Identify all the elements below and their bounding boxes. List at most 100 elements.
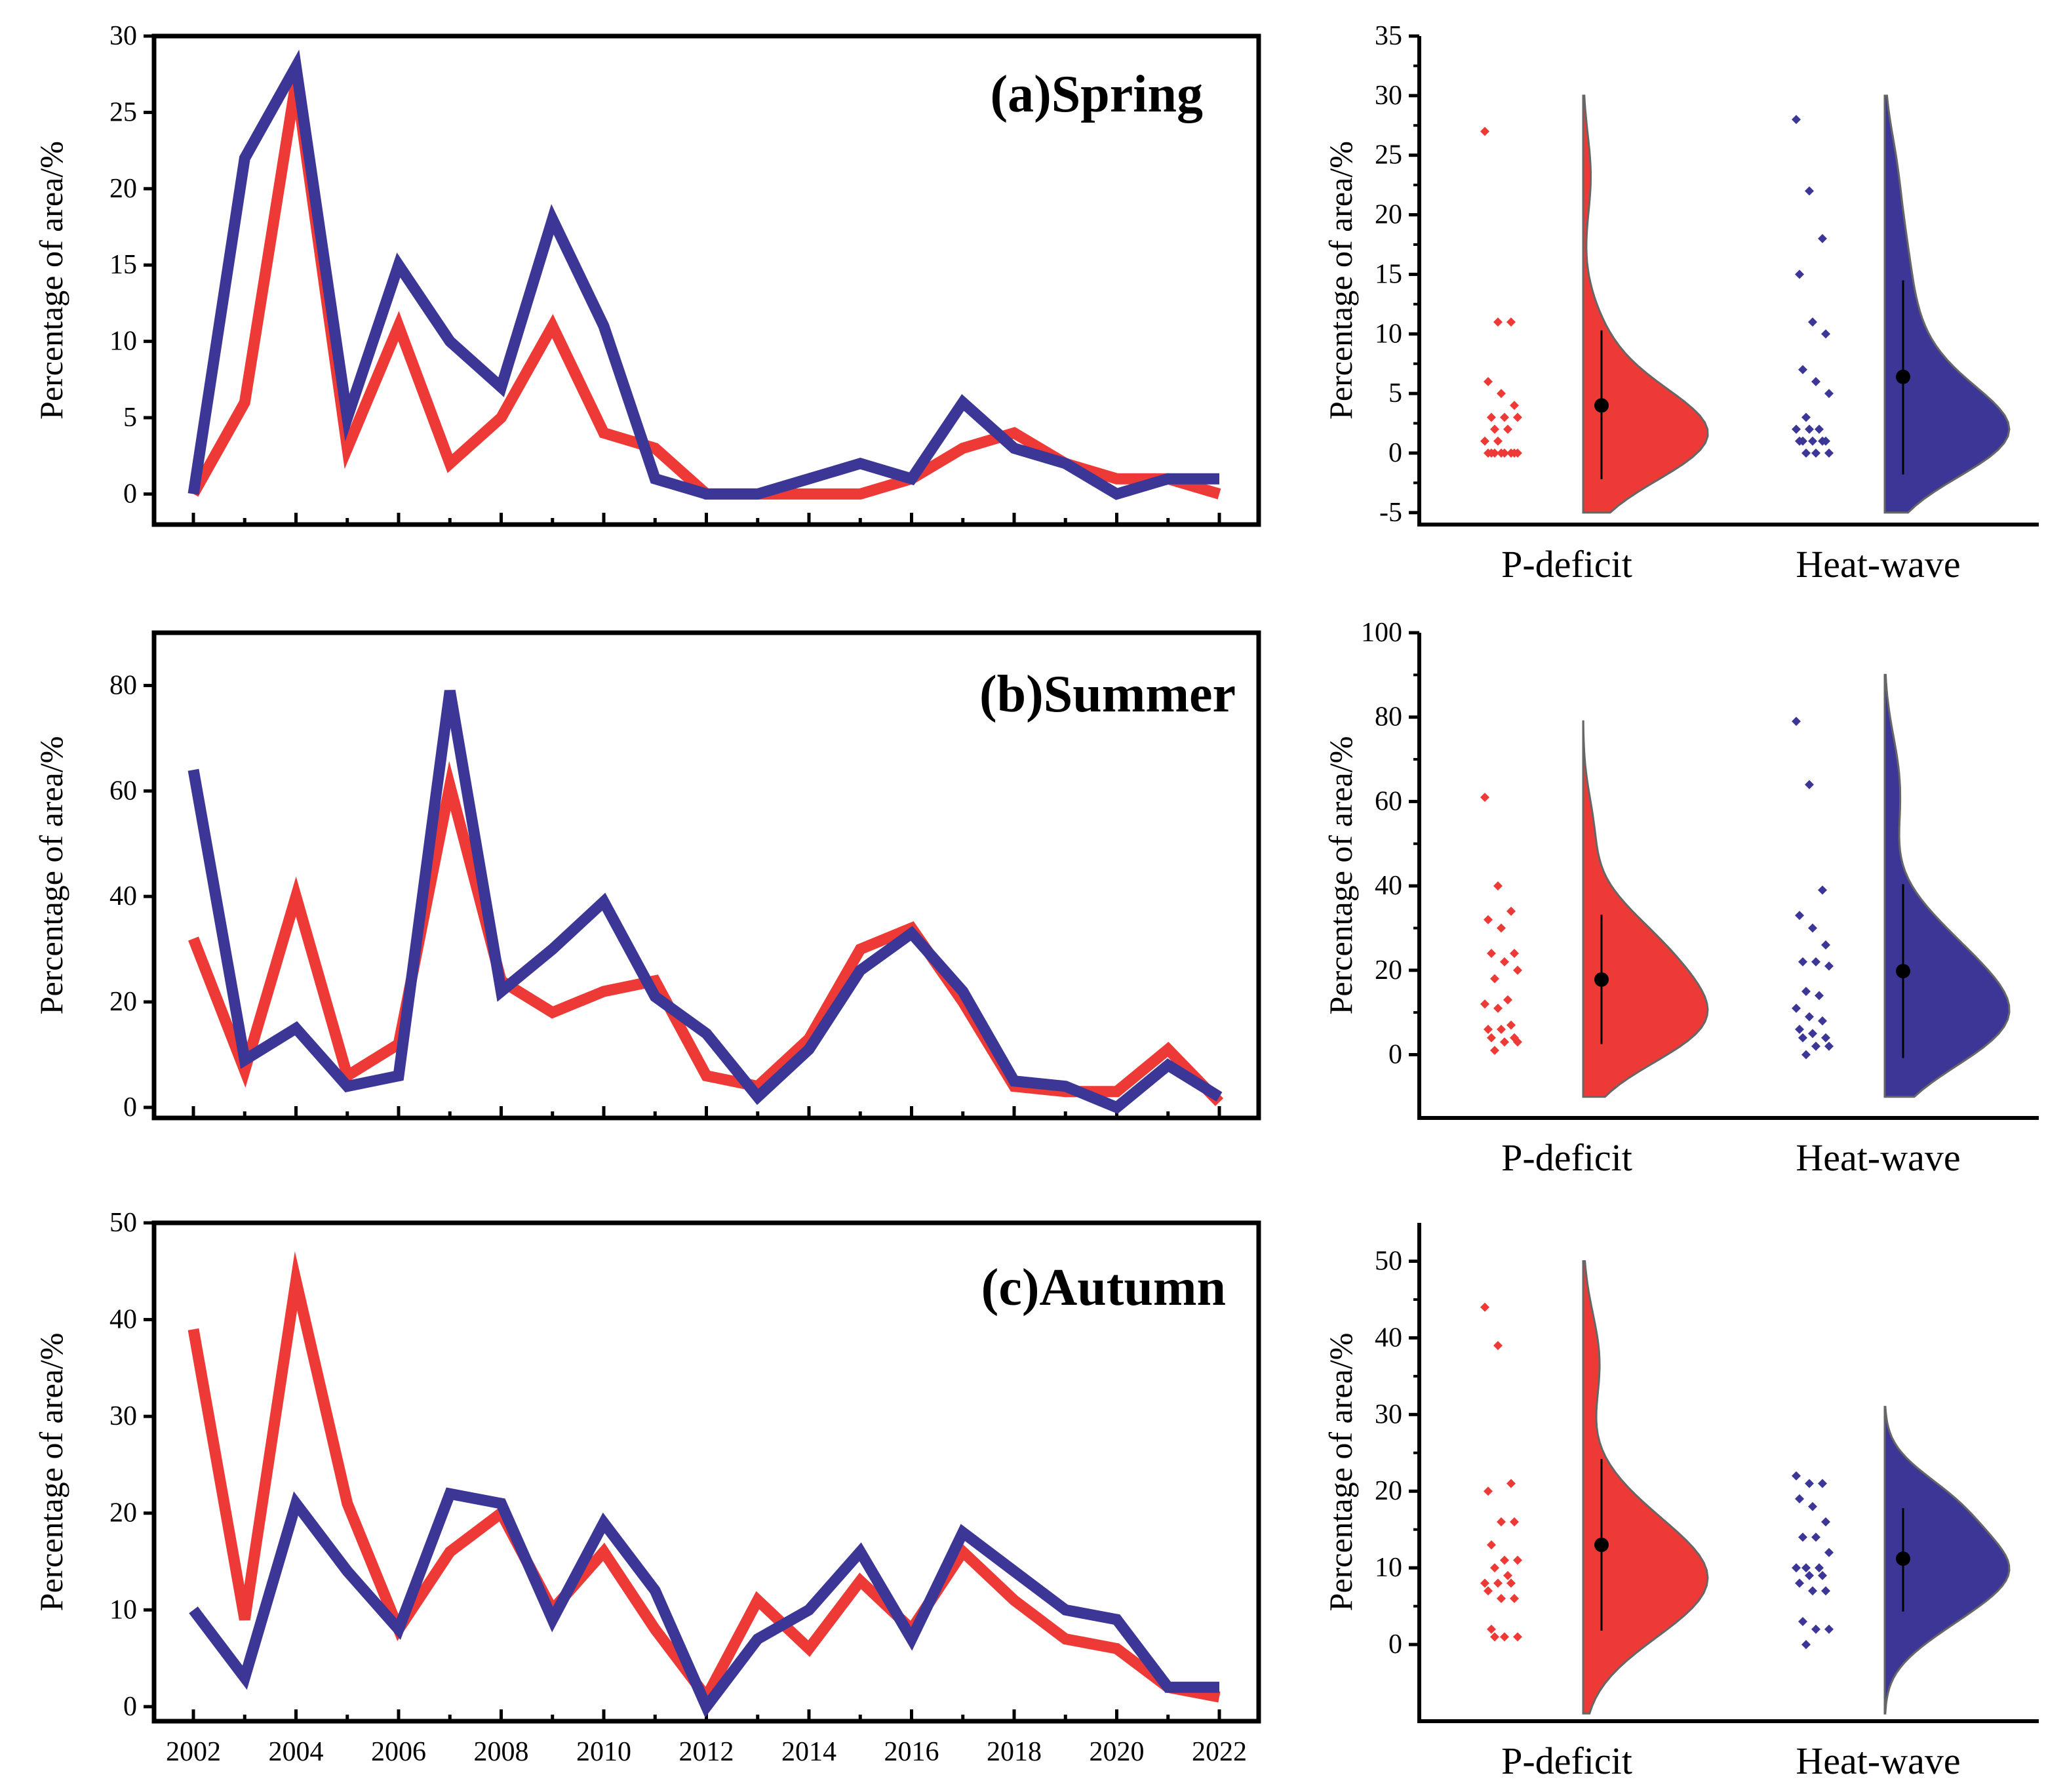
y-tick-label: 25 (109, 97, 137, 127)
y-tick-label: 0 (1388, 1629, 1402, 1660)
x-tick-label: 2008 (474, 1737, 529, 1767)
y-tick-label: 80 (1375, 702, 1402, 732)
scatter-point (1808, 436, 1817, 446)
line-panel-1: 0 20 40 60 80 (b)Summer Percentage of area/% (33, 630, 1261, 1123)
mean-marker (1594, 1538, 1609, 1553)
scatter-point (1805, 424, 1814, 434)
scatter-point (1497, 1593, 1506, 1603)
violin-half (1582, 1260, 1709, 1715)
scatter-point (1805, 1570, 1814, 1580)
scatter-point (1815, 424, 1824, 434)
category-label: Heat-wave (1796, 543, 1960, 586)
scatter-point (1487, 1033, 1496, 1043)
y-tick-label: 20 (1375, 200, 1402, 230)
y-tick-label: 15 (1375, 259, 1402, 289)
y-tick-label: 35 (1375, 21, 1402, 51)
x-tick-label: 2004 (269, 1737, 324, 1767)
scatter-point (1484, 1486, 1493, 1496)
scatter-point (1821, 1517, 1830, 1526)
scatter-point (1798, 1617, 1807, 1626)
scatter-point (1490, 448, 1499, 458)
scatter-point (1821, 1586, 1830, 1596)
scatter-point (1808, 317, 1817, 327)
scatter-point (1500, 448, 1509, 458)
y-tick-label: 40 (1375, 871, 1402, 901)
y-axis-title: Percentage of area/% (1322, 736, 1359, 1015)
scatter-point (1805, 186, 1814, 196)
y-tick-label: 40 (1375, 1323, 1402, 1353)
y-tick-label: 5 (123, 403, 137, 433)
scatter-point (1824, 1547, 1834, 1557)
scatter-point (1506, 317, 1516, 327)
violin-half (1883, 1406, 2011, 1715)
scatter-point (1805, 1479, 1814, 1488)
scatter-point (1510, 401, 1519, 410)
scatter-point (1811, 1532, 1820, 1542)
series-line-p-deficit (187, 1251, 1221, 1707)
scatter-point (1811, 1624, 1820, 1634)
scatter-point (1818, 1570, 1827, 1580)
x-tick-label: 2014 (781, 1737, 836, 1767)
scatter-point (1795, 911, 1804, 921)
y-tick-label: 0 (123, 1092, 137, 1123)
scatter-point (1795, 1494, 1804, 1503)
scatter-point (1792, 1563, 1801, 1573)
mean-marker (1594, 398, 1609, 413)
scatter-point (1801, 1640, 1811, 1650)
scatter-point (1493, 1003, 1503, 1013)
y-tick-label: 0 (1388, 1039, 1402, 1069)
x-tick-label: 2010 (576, 1737, 631, 1767)
y-tick-label: 100 (1361, 618, 1402, 648)
y-tick-label: 60 (1375, 786, 1402, 816)
scatter-point (1500, 1555, 1509, 1565)
scatter-point (1506, 1578, 1516, 1588)
violin-group-p-deficit: P-deficit (1480, 1260, 1709, 1782)
scatter-point (1801, 412, 1811, 422)
scatter-point (1493, 1341, 1503, 1351)
scatter-point (1792, 115, 1801, 125)
y-tick-label: 10 (109, 1595, 137, 1625)
scatter-point (1821, 329, 1830, 339)
y-tick-label: 5 (1388, 378, 1402, 408)
y-tick-label: 20 (1375, 955, 1402, 986)
y-tick-label: 30 (109, 1401, 137, 1431)
y-tick-label: -5 (1379, 498, 1402, 528)
violin-half (1883, 94, 2011, 514)
violin-panel-0: -5 0 5 10 15 20 25 30 35 Percentage of area/% P-de… (1322, 21, 2039, 586)
violin-group-heat-wave: Heat-wave (1792, 673, 2011, 1179)
scatter-point (1808, 1029, 1817, 1039)
scatter-point (1818, 1016, 1827, 1025)
panel-label: (b)Summer (979, 666, 1236, 723)
y-tick-label: 40 (109, 1305, 137, 1335)
scatter-point (1497, 389, 1506, 399)
scatter-point (1513, 1037, 1522, 1047)
scatter-point (1480, 127, 1489, 136)
scatter-point (1805, 1012, 1814, 1022)
mean-marker (1896, 369, 1910, 384)
violin-half (1883, 673, 2011, 1098)
violin-group-p-deficit: P-deficit (1480, 720, 1709, 1179)
y-tick-label: 80 (109, 670, 137, 700)
scatter-point (1490, 1563, 1499, 1573)
scatter-point (1506, 906, 1516, 916)
scatter-point (1497, 923, 1506, 933)
scatter-point (1513, 1632, 1522, 1642)
x-tick-label: 2012 (679, 1737, 734, 1767)
y-tick-label: 15 (109, 250, 137, 280)
scatter-point (1792, 424, 1801, 434)
y-tick-label: 10 (109, 327, 137, 357)
y-tick-label: 10 (1375, 319, 1402, 349)
scatter-point (1480, 1302, 1489, 1312)
scatter-point (1503, 1570, 1512, 1580)
scatter-point (1480, 792, 1489, 802)
scatter-point (1510, 949, 1519, 959)
scatter-point (1792, 717, 1801, 727)
x-tick-label: 2006 (371, 1737, 426, 1767)
scatter-point (1824, 389, 1834, 399)
scatter-point (1484, 376, 1493, 386)
y-axis-title: Percentage of area/% (1322, 141, 1359, 420)
scatter-point (1510, 1517, 1519, 1526)
scatter-point (1513, 412, 1522, 422)
scatter-point (1798, 365, 1807, 374)
